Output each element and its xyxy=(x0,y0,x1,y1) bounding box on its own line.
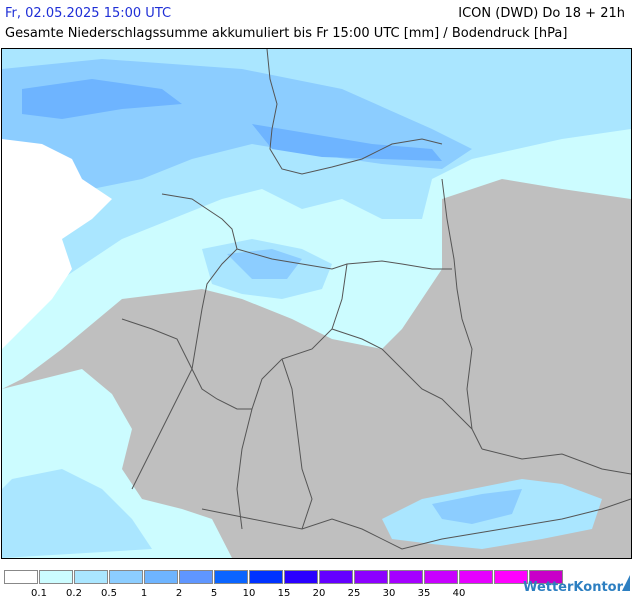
legend-swatch xyxy=(39,570,73,584)
legend-swatch xyxy=(319,570,353,584)
legend-swatch xyxy=(144,570,178,584)
legend-swatch xyxy=(494,570,528,584)
legend-label: 10 xyxy=(242,588,256,599)
brand-arrow-icon xyxy=(622,575,630,591)
precip-alps-2 xyxy=(432,489,522,524)
legend-swatch xyxy=(109,570,143,584)
legend-label: 15 xyxy=(277,588,291,599)
legend-swatch xyxy=(214,570,248,584)
precip-germany-patch-2 xyxy=(227,249,302,279)
legend-label: 30 xyxy=(382,588,396,599)
country-borders xyxy=(121,49,631,550)
header-datetime: Fr, 02.05.2025 15:00 UTC xyxy=(5,6,172,21)
legend-label: 0.2 xyxy=(66,588,82,599)
legend-label: 20 xyxy=(312,588,326,599)
legend-swatch xyxy=(529,570,563,584)
legend-label: 2 xyxy=(175,588,183,599)
precip-band-core2 xyxy=(22,79,182,119)
header-subtitle: Gesamte Niederschlagssumme akkumuliert b… xyxy=(5,26,568,41)
legend-swatch xyxy=(459,570,493,584)
legend-label: 40 xyxy=(452,588,466,599)
legend-swatch xyxy=(284,570,318,584)
legend-label: 35 xyxy=(417,588,431,599)
legend-swatch xyxy=(249,570,283,584)
map-canvas xyxy=(2,49,631,558)
precip-band-core xyxy=(252,124,442,161)
legend-swatches xyxy=(4,570,564,586)
legend-swatch xyxy=(4,570,38,584)
legend-swatch xyxy=(354,570,388,584)
legend-swatch xyxy=(424,570,458,584)
legend-label: 0.1 xyxy=(31,588,47,599)
legend-swatch xyxy=(179,570,213,584)
sea-britain xyxy=(2,139,112,349)
legend-swatch xyxy=(74,570,108,584)
header-model-run: ICON (DWD) Do 18 + 21h xyxy=(458,6,625,21)
legend-label: 5 xyxy=(210,588,218,599)
precip-southwest-2 xyxy=(2,469,152,558)
legend-label: 1 xyxy=(140,588,148,599)
legend-label: 25 xyxy=(347,588,361,599)
precipitation-map xyxy=(1,48,632,559)
legend-labels: 0.1 0.2 0.5 1 2 5 10 15 20 25 30 35 40 xyxy=(0,588,520,602)
brand-logo: WetterKontor xyxy=(523,580,623,595)
legend-label: 0.5 xyxy=(101,588,117,599)
legend-swatch xyxy=(389,570,423,584)
